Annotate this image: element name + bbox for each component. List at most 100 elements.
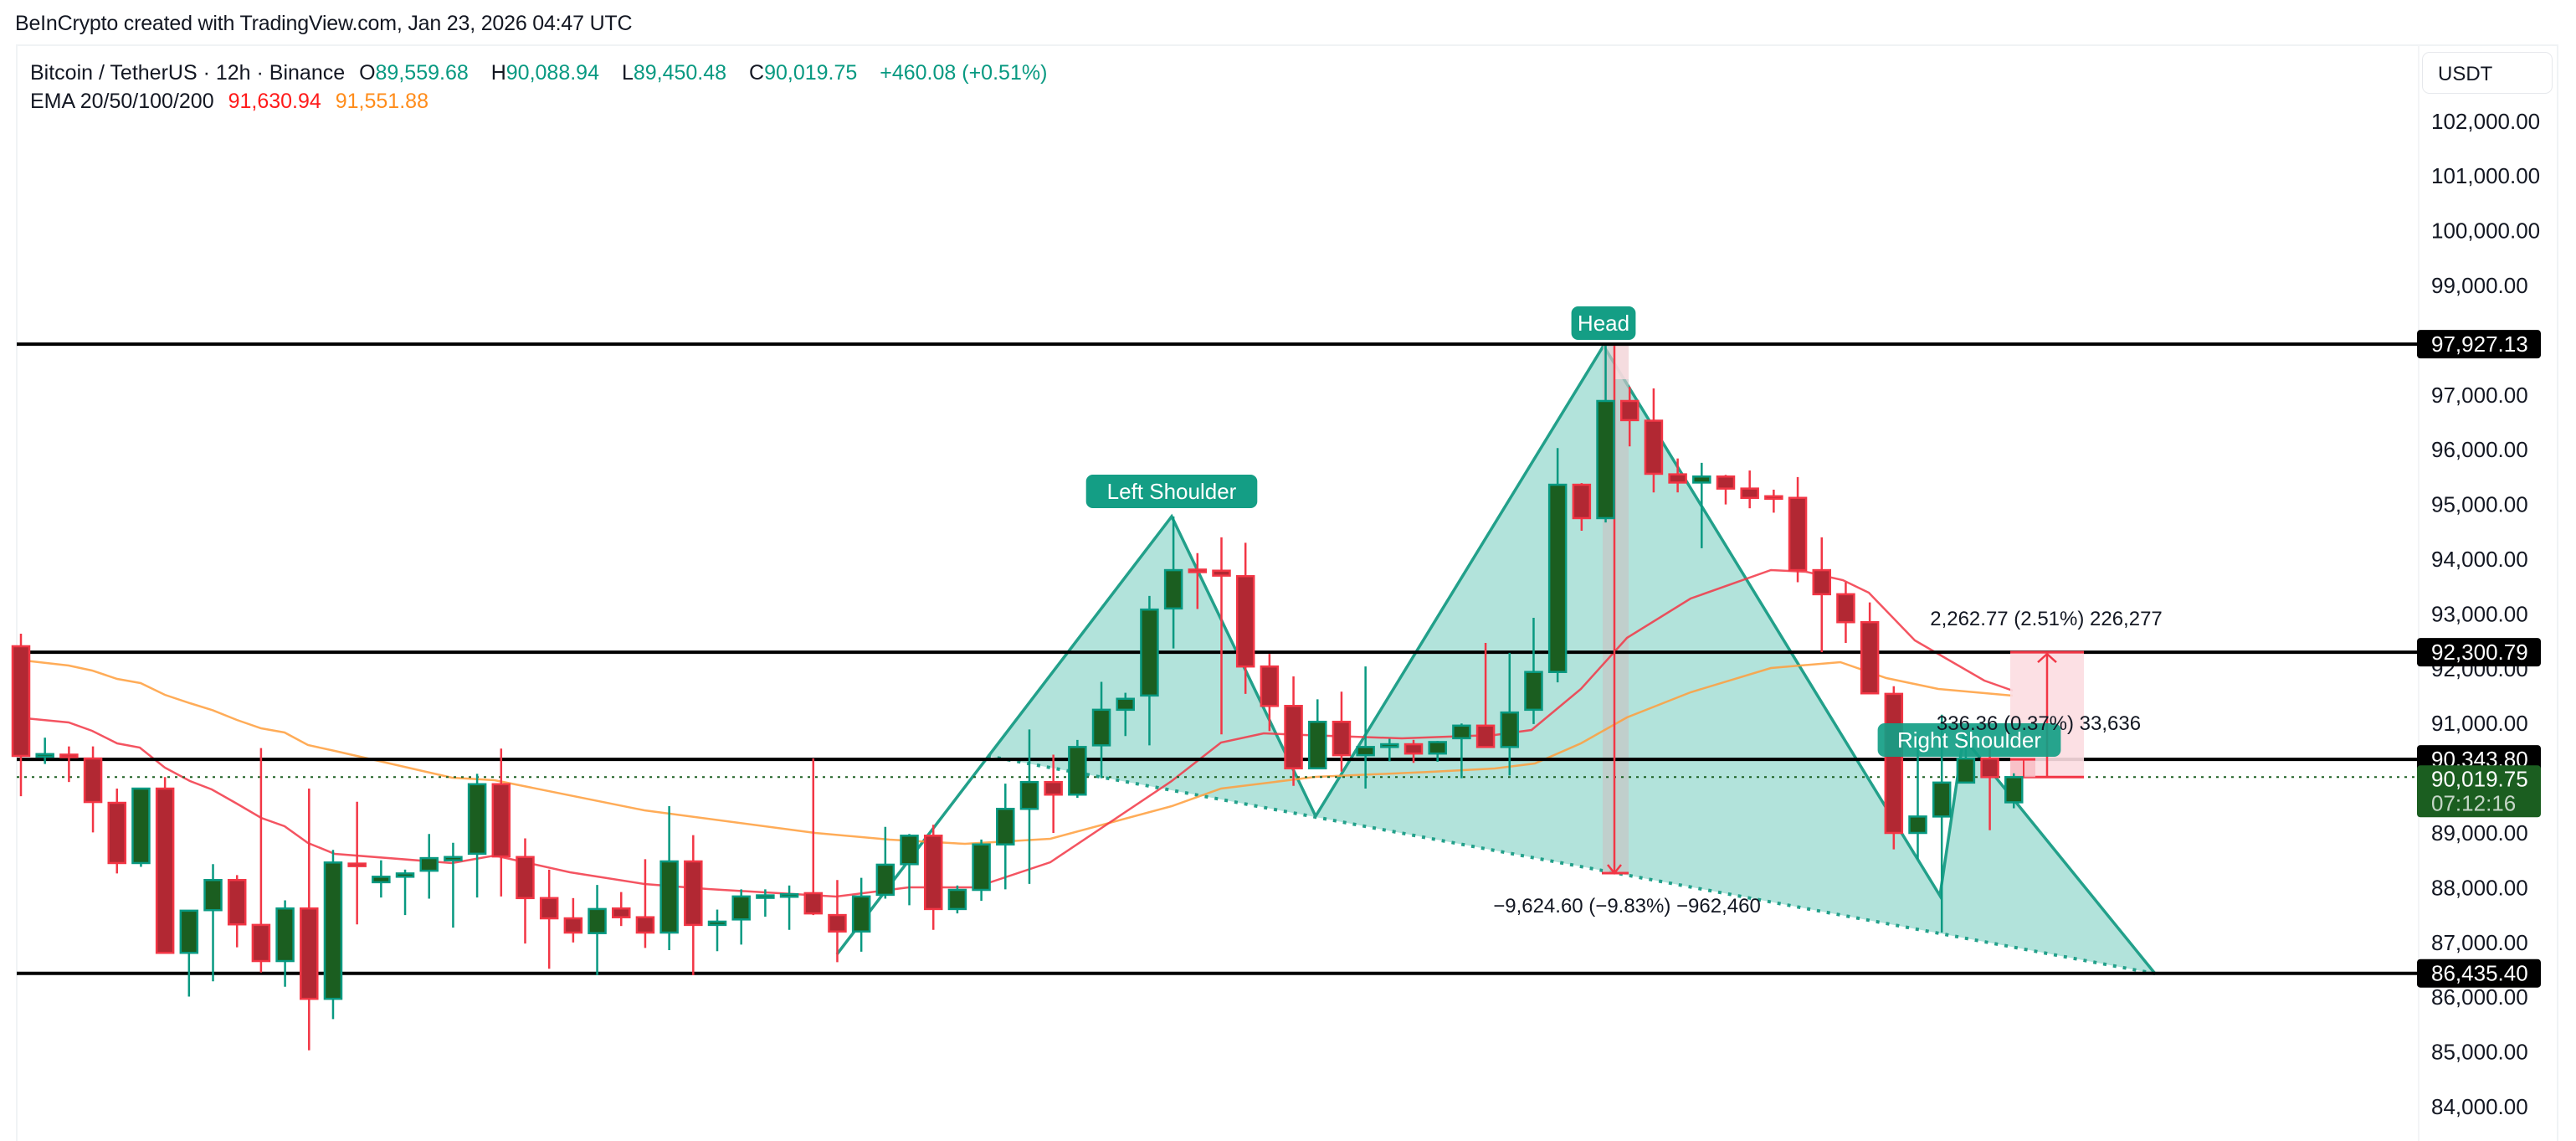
candle bbox=[588, 885, 607, 976]
candle bbox=[227, 875, 247, 948]
candle bbox=[1644, 388, 1664, 493]
measure-tools[interactable] bbox=[1602, 346, 2084, 876]
candle-body bbox=[1547, 483, 1568, 673]
ema50-line bbox=[16, 658, 2014, 845]
candle bbox=[1884, 686, 1904, 850]
price-level-tag[interactable] bbox=[2417, 638, 2541, 667]
label-badge bbox=[1877, 723, 2061, 757]
candle bbox=[1163, 516, 1183, 649]
candle bbox=[11, 633, 31, 797]
candle bbox=[947, 885, 967, 914]
head-and-shoulders-pattern[interactable] bbox=[835, 342, 2157, 975]
candle-body bbox=[491, 783, 511, 858]
candle-body bbox=[1668, 473, 1687, 484]
ema50-value: 91,551.88 bbox=[335, 90, 428, 113]
arrow-up-icon bbox=[2037, 652, 2057, 664]
price-level-tag-text: 86,435.40 bbox=[2431, 961, 2528, 986]
candle bbox=[419, 834, 439, 899]
candle-body bbox=[1332, 720, 1352, 757]
candle-body bbox=[179, 909, 199, 954]
last-price-value: 90,019.75 bbox=[2431, 766, 2528, 791]
candle-body bbox=[1980, 757, 1999, 779]
symbol-title[interactable]: Bitcoin / TetherUS · 12h · Binance bbox=[30, 61, 346, 85]
candle-body bbox=[107, 801, 127, 865]
candle bbox=[1572, 483, 1592, 531]
candle bbox=[1403, 739, 1424, 763]
candle-body bbox=[1788, 496, 1808, 572]
candle-body bbox=[1500, 711, 1520, 748]
candle-body bbox=[1116, 697, 1135, 712]
pattern-label-left-shoulder: Left Shoulder bbox=[1085, 475, 1258, 508]
low-value: 89,450.48 bbox=[633, 61, 727, 85]
candle-body bbox=[1380, 743, 1399, 748]
candle-body bbox=[612, 907, 631, 918]
candle bbox=[563, 897, 583, 943]
candle bbox=[1836, 582, 1855, 644]
candle-body bbox=[1932, 781, 1952, 818]
candle bbox=[251, 748, 271, 973]
candle-body bbox=[1572, 483, 1592, 520]
symbol-row: Bitcoin / TetherUS · 12h · Binance O89,5… bbox=[30, 59, 1055, 87]
candle-body bbox=[1019, 780, 1039, 810]
candle bbox=[900, 834, 919, 906]
price-level-tag[interactable] bbox=[2417, 959, 2541, 988]
candle bbox=[803, 758, 824, 916]
candle-body bbox=[1212, 569, 1231, 577]
candle bbox=[1235, 542, 1255, 694]
close-value: 90,019.75 bbox=[764, 61, 858, 85]
ema-indicator-label[interactable]: EMA 20/50/100/200 bbox=[30, 90, 214, 113]
candle-body bbox=[1163, 568, 1183, 610]
candle-body bbox=[1764, 495, 1783, 501]
candle-body bbox=[1908, 815, 1927, 835]
price-tick-label: 85,000.00 bbox=[2431, 1040, 2528, 1065]
candle bbox=[1547, 448, 1568, 683]
candle-body bbox=[1524, 671, 1543, 712]
price-tick-label: 99,000.00 bbox=[2431, 273, 2528, 298]
candle-body bbox=[1044, 780, 1063, 796]
label-text: Right Shoulder bbox=[1897, 727, 2041, 753]
candle-body bbox=[923, 835, 943, 911]
label-text: Left Shoulder bbox=[1107, 479, 1237, 504]
high-value: 90,088.94 bbox=[505, 61, 599, 85]
price-tick-label: 84,000.00 bbox=[2431, 1094, 2528, 1119]
candle-body bbox=[803, 892, 824, 915]
price-axis[interactable]: 102,000.00 101,000.00 100,000.00 99,000.00 9… bbox=[2417, 109, 2541, 1119]
candle-body bbox=[1260, 665, 1280, 707]
candle bbox=[83, 746, 103, 833]
last-price-tag[interactable] bbox=[2417, 765, 2541, 818]
candle-body bbox=[756, 894, 775, 899]
candle bbox=[1668, 458, 1687, 493]
candle bbox=[1068, 739, 1087, 799]
candle bbox=[1188, 553, 1208, 609]
pattern-label-head: Head bbox=[1571, 306, 1636, 340]
candle bbox=[1380, 738, 1399, 762]
chart-legend: Bitcoin / TetherUS · 12h · Binance O89,5… bbox=[30, 59, 1055, 116]
candle bbox=[923, 825, 943, 930]
candle-body bbox=[1308, 720, 1327, 770]
candle-body bbox=[1692, 475, 1711, 484]
candle-body bbox=[1860, 620, 1880, 695]
candle-body bbox=[972, 843, 991, 892]
candle bbox=[539, 869, 559, 969]
price-level-tag-text: 92,300.79 bbox=[2431, 640, 2528, 665]
candle-body bbox=[1836, 593, 1855, 624]
arrow-down-icon bbox=[1607, 864, 1622, 876]
measurement-text: 336.36 (0.37%) 33,636 bbox=[1937, 712, 2141, 735]
currency-button[interactable]: USDT bbox=[2422, 52, 2553, 94]
chart-frame bbox=[16, 44, 2558, 1141]
price-tick-label: 88,000.00 bbox=[2431, 875, 2528, 900]
price-level-tag[interactable] bbox=[2417, 330, 2541, 359]
candle bbox=[1332, 691, 1352, 772]
candle-body bbox=[323, 861, 343, 1000]
candle bbox=[35, 738, 54, 764]
candle bbox=[1452, 723, 1471, 779]
candle-body bbox=[1619, 399, 1640, 422]
bar-countdown: 07:12:16 bbox=[2431, 790, 2516, 815]
candle bbox=[155, 777, 175, 954]
candle-body bbox=[1403, 743, 1424, 755]
candle-body bbox=[539, 897, 559, 920]
candle bbox=[1019, 729, 1039, 884]
neckline[interactable] bbox=[987, 754, 2156, 975]
candle-body bbox=[300, 907, 319, 1000]
